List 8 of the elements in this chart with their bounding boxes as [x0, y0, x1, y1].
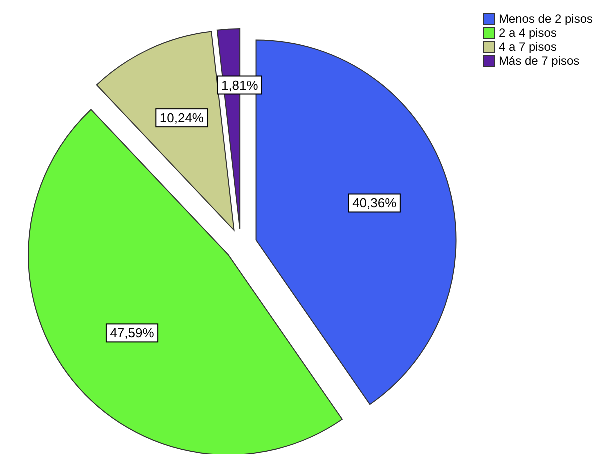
data-label: 1,81% — [221, 78, 259, 93]
legend-label: 2 a 4 pisos — [498, 26, 557, 40]
data-label: 10,24% — [160, 110, 204, 126]
legend-label: Menos de 2 pisos — [498, 12, 593, 26]
data-label: 47,59% — [110, 326, 155, 341]
data-label: 40,36% — [352, 196, 398, 211]
legend-label: 4 a 7 pisos — [498, 40, 557, 54]
legend-label: Más de 7 pisos — [498, 54, 580, 68]
